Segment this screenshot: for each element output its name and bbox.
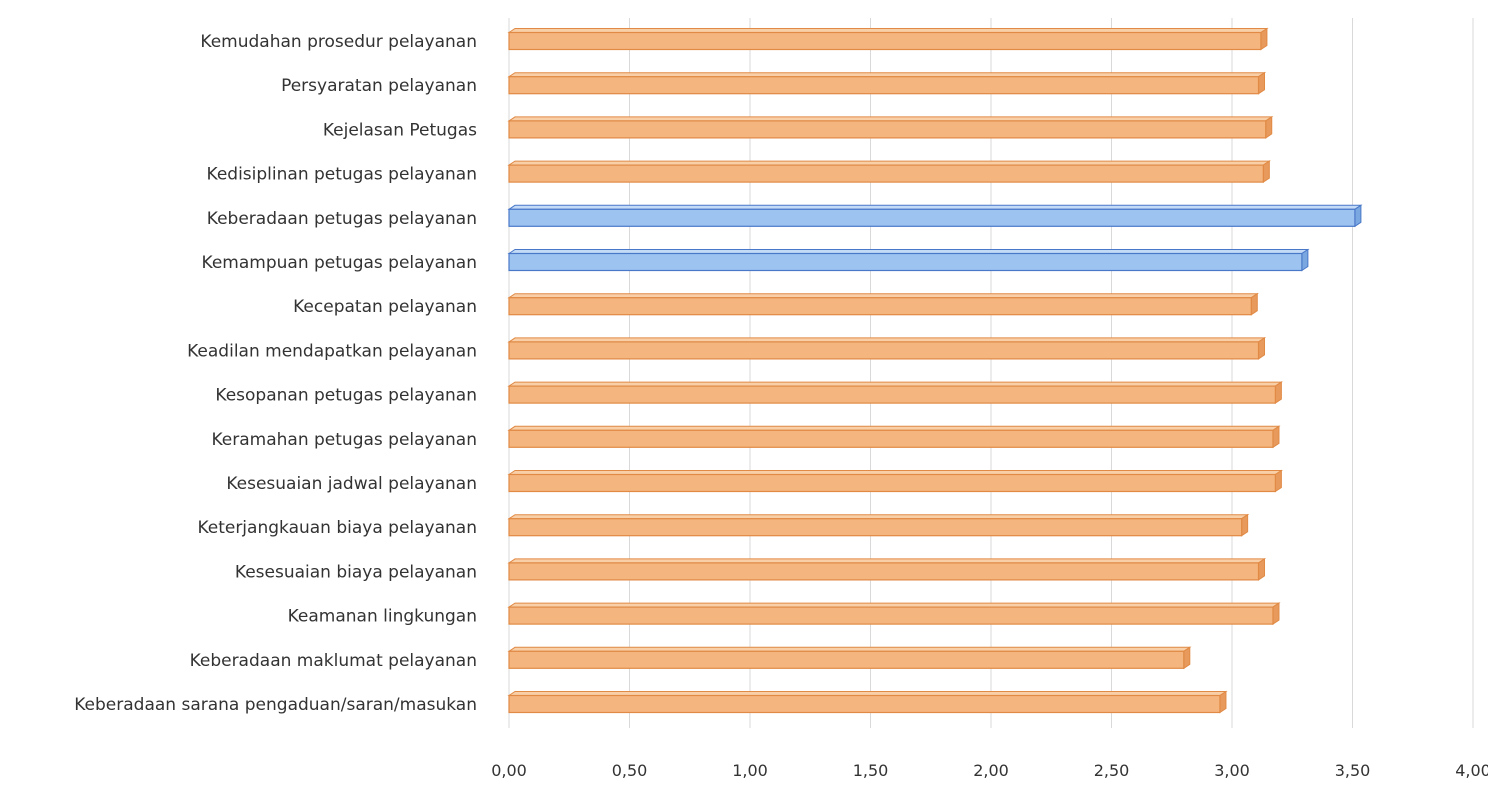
bar-side-face — [1265, 115, 1273, 139]
bar — [507, 646, 1192, 670]
x-tick-label: 2,00 — [973, 761, 1009, 780]
x-tick-label: 0,50 — [612, 761, 648, 780]
category-labels: Kemudahan prosedur pelayanan Persyaratan … — [74, 32, 477, 715]
bar-top-face — [507, 425, 1281, 431]
bar — [507, 336, 1267, 360]
bar-front-face — [508, 694, 1221, 714]
bar-side-face — [1260, 27, 1268, 51]
x-axis-tick-labels: 0,00 0,50 1,00 1,50 2,00 2,50 3,00 3,50 4,00 — [491, 761, 1488, 780]
bar-side-face — [1258, 557, 1266, 581]
category-label: Kesesuaian biaya pelayanan — [235, 562, 477, 582]
bar-top-face — [507, 470, 1284, 475]
bar-side-face — [1262, 160, 1270, 184]
bar-side-face — [1250, 292, 1258, 316]
category-label: Keberadaan maklumat pelayanan — [190, 651, 477, 671]
category-label: Keterjangkauan biaya pelayanan — [197, 518, 477, 538]
bar-front-face — [508, 518, 1243, 537]
bar-top-face — [507, 204, 1363, 210]
bar-side-face — [1274, 381, 1282, 405]
bar — [507, 248, 1310, 272]
x-tick-label: 1,50 — [853, 761, 889, 780]
bar-top-face — [507, 381, 1284, 387]
bar — [507, 690, 1228, 714]
x-tick-label: 2,50 — [1094, 761, 1130, 780]
category-label: Keberadaan petugas pelayanan — [207, 209, 477, 229]
bar — [507, 115, 1274, 139]
bar-front-face — [508, 120, 1267, 139]
bar — [507, 425, 1281, 449]
category-label: Kemampuan petugas pelayanan — [202, 253, 477, 273]
x-tick-label: 3,00 — [1214, 761, 1250, 780]
bar-top-face — [507, 249, 1310, 254]
bar-front-face — [508, 252, 1303, 272]
category-label: Persyaratan pelayanan — [281, 76, 477, 96]
x-tick-label: 3,50 — [1335, 761, 1371, 780]
category-label: Kemudahan prosedur pelayanan — [200, 32, 477, 52]
bar-side-face — [1183, 646, 1191, 670]
bar-side-face — [1241, 513, 1249, 537]
bar — [507, 381, 1284, 405]
bar-top-face — [507, 293, 1259, 299]
category-label: Kesopanan petugas pelayanan — [215, 386, 477, 406]
bar-front-face — [508, 341, 1260, 360]
bar-front-face — [508, 385, 1276, 404]
bar-side-face — [1272, 425, 1280, 449]
category-label: Keberadaan sarana pengaduan/saran/masuka… — [74, 695, 477, 715]
bar — [507, 469, 1284, 493]
bar-front-face — [508, 208, 1356, 227]
bar-side-face — [1258, 71, 1266, 95]
bar — [507, 160, 1271, 184]
bar-side-face — [1272, 602, 1280, 626]
bar-side-face — [1274, 469, 1282, 493]
category-label: Kejelasan Petugas — [323, 120, 477, 140]
bar — [507, 602, 1281, 626]
bar — [507, 71, 1267, 95]
category-label: Keadilan mendapatkan pelayanan — [187, 341, 477, 361]
category-label: Kedisiplinan petugas pelayanan — [207, 165, 477, 185]
bar-top-face — [507, 160, 1271, 166]
category-label: Keramahan petugas pelayanan — [211, 430, 477, 450]
bar — [507, 27, 1269, 51]
bar-front-face — [508, 31, 1262, 51]
bar — [507, 557, 1267, 581]
bar-side-face — [1354, 204, 1362, 228]
bar-side-face — [1219, 690, 1227, 714]
x-tick-label: 1,00 — [732, 761, 768, 780]
bar-front-face — [508, 606, 1274, 625]
bar-top-face — [507, 337, 1267, 343]
bar-front-face — [508, 76, 1260, 95]
bar-front-face — [508, 562, 1260, 581]
bar-front-face — [508, 473, 1276, 493]
bar-side-face — [1258, 336, 1266, 360]
x-tick-label: 0,00 — [491, 761, 527, 780]
bar-side-face — [1301, 248, 1309, 272]
category-label: Kecepatan pelayanan — [293, 297, 477, 317]
bar-front-face — [508, 297, 1252, 316]
bar — [507, 513, 1250, 537]
bar — [507, 204, 1363, 228]
bar — [507, 292, 1259, 316]
x-tick-label: 4,00 — [1455, 761, 1488, 780]
category-label: Keamanan lingkungan — [288, 607, 477, 627]
bar-front-face — [508, 429, 1274, 448]
bar-front-face — [508, 164, 1264, 183]
bars — [507, 27, 1363, 714]
category-label: Kesesuaian jadwal pelayanan — [226, 474, 477, 494]
bar-front-face — [508, 650, 1185, 669]
